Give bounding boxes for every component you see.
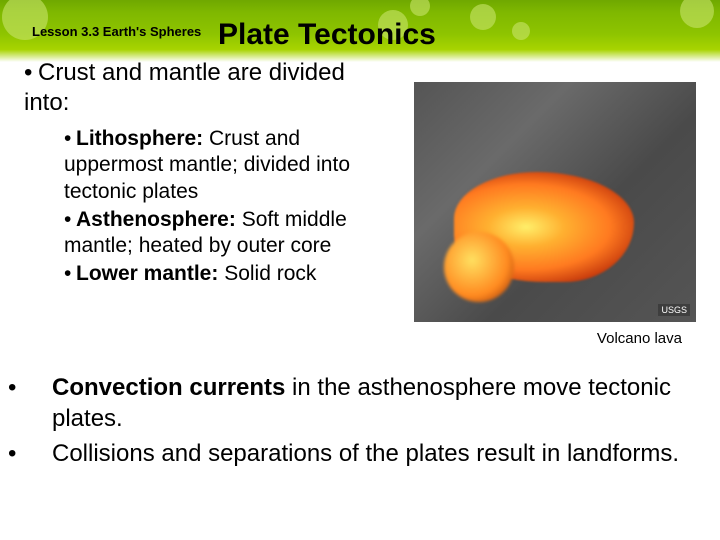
sub-bullet: •Lower mantle: Solid rock <box>64 261 394 287</box>
lower-bullet-list: •Convection currents in the asthenospher… <box>24 372 696 474</box>
bullet-dot-icon: • <box>64 207 76 233</box>
bullet-dot-icon: • <box>64 261 76 287</box>
image-caption: Volcano lava <box>597 330 682 347</box>
lower-bullet-text: Collisions and separations of the plates… <box>52 440 679 467</box>
decor-dot <box>410 0 430 16</box>
decor-dot <box>470 4 496 30</box>
sub-bullet: •Asthenosphere: Soft middle mantle; heat… <box>64 207 394 260</box>
image-credit: USGS <box>658 304 690 316</box>
decor-dot <box>680 0 714 28</box>
decor-dot <box>512 22 530 40</box>
sub-bullet-list: •Lithosphere: Crust and uppermost mantle… <box>64 126 394 288</box>
bullet-dot-icon: • <box>24 58 38 88</box>
bullet-dot-icon: • <box>30 372 52 403</box>
lower-bullet: •Collisions and separations of the plate… <box>24 438 696 469</box>
sub-bullet-term: Asthenosphere: <box>76 208 236 231</box>
slide-title: Plate Tectonics <box>218 18 436 52</box>
sub-bullet-term: Lower mantle: <box>76 262 218 285</box>
sub-bullet-term: Lithosphere: <box>76 127 203 150</box>
bullet-dot-icon: • <box>30 438 52 469</box>
main-bullet: •Crust and mantle are divided into: <box>24 58 364 118</box>
sub-bullet: •Lithosphere: Crust and uppermost mantle… <box>64 126 394 205</box>
lesson-label: Lesson 3.3 Earth's Spheres <box>32 24 201 39</box>
lower-bullet-bold: Convection currents <box>52 374 285 401</box>
sub-bullet-desc: Solid rock <box>218 262 316 285</box>
main-bullet-text: Crust and mantle are divided into: <box>24 59 345 116</box>
lower-bullet: •Convection currents in the asthenospher… <box>24 372 696 434</box>
lava-shape <box>444 232 514 302</box>
bullet-dot-icon: • <box>64 126 76 152</box>
lava-photo: USGS <box>414 82 696 322</box>
